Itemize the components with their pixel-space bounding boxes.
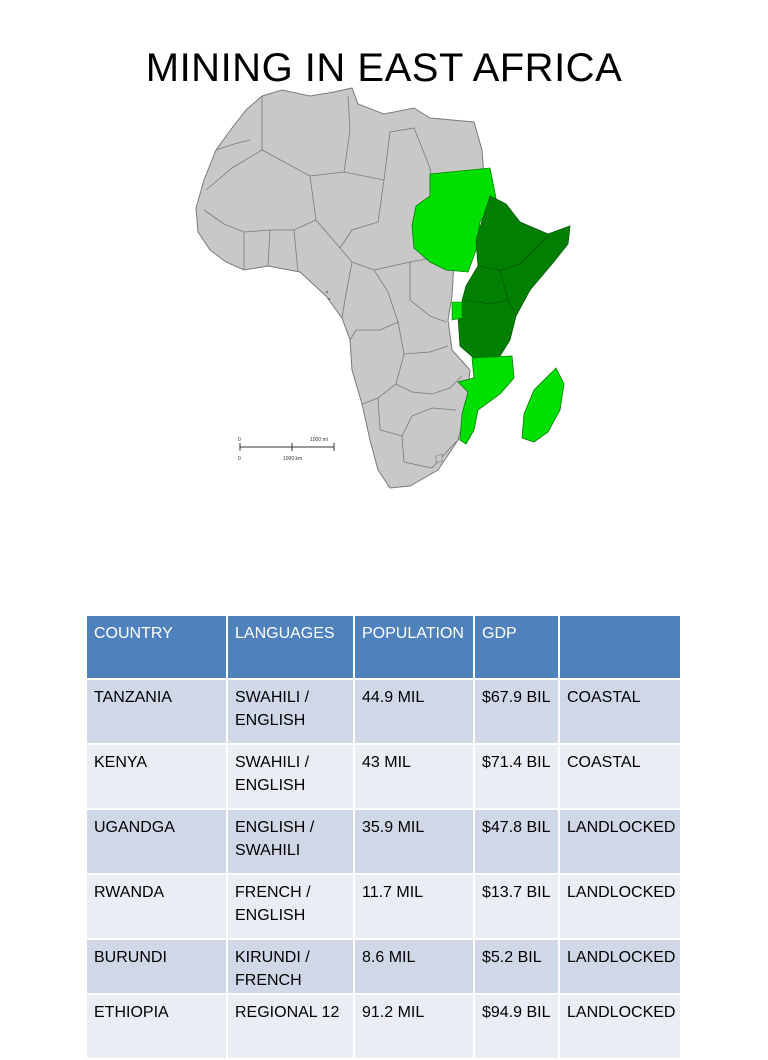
madagascar-region	[521, 367, 565, 443]
cell-access: LANDLOCKED	[559, 874, 680, 940]
cell-country: TANZANIA	[87, 679, 228, 745]
header-country: COUNTRY	[87, 616, 228, 680]
great-lakes-region	[451, 301, 463, 321]
cell-country: RWANDA	[87, 874, 228, 940]
scale-label-km: 1000 km	[283, 456, 302, 462]
island-marker	[327, 297, 331, 301]
cell-country: ETHIOPIA	[87, 994, 228, 1060]
mozambique-region	[457, 355, 515, 445]
island-marker	[325, 290, 329, 294]
cell-population: 8.6 MIL	[354, 939, 475, 995]
page-title: MINING IN EAST AFRICA	[145, 46, 623, 90]
horn-borders	[465, 235, 549, 317]
cell-gdp: $47.8 BIL	[474, 809, 560, 875]
table-row: RWANDA FRENCH / ENGLISH 11.7 MIL $13.7 B…	[87, 874, 680, 940]
africa-map: 0 0 1000 mi 1000 km	[195, 87, 571, 489]
cell-access: LANDLOCKED	[559, 994, 680, 1060]
cell-languages: KIRUNDI / FRENCH	[227, 939, 355, 995]
cell-gdp: $67.9 BIL	[474, 679, 560, 745]
header-population: POPULATION	[354, 616, 475, 680]
scale-bar: 0 0 1000 mi 1000 km	[238, 437, 335, 462]
cell-country: UGANDGA	[87, 809, 228, 875]
cell-gdp: $5.2 BIL	[474, 939, 560, 995]
header-gdp: GDP	[474, 616, 560, 680]
country-borders	[203, 95, 463, 469]
cell-country: KENYA	[87, 744, 228, 810]
africa-land	[195, 87, 485, 489]
scale-label-miles: 1000 mi	[310, 437, 328, 443]
table-header-row: COUNTRY LANGUAGES POPULATION GDP	[87, 616, 680, 680]
cell-population: 91.2 MIL	[354, 994, 475, 1060]
scale-zero-top: 0	[238, 437, 241, 443]
cell-access: LANDLOCKED	[559, 939, 680, 995]
header-access	[559, 616, 680, 680]
header-languages: LANGUAGES	[227, 616, 355, 680]
cell-languages: SWAHILI / ENGLISH	[227, 744, 355, 810]
island-marker	[435, 453, 443, 463]
cell-access: COASTAL	[559, 679, 680, 745]
table-row: TANZANIA SWAHILI / ENGLISH 44.9 MIL $67.…	[87, 679, 680, 745]
table-row: ETHIOPIA REGIONAL 12 91.2 MIL $94.9 BIL …	[87, 994, 680, 1060]
horn-region	[457, 195, 571, 361]
cell-population: 43 MIL	[354, 744, 475, 810]
cell-gdp: $71.4 BIL	[474, 744, 560, 810]
cell-population: 11.7 MIL	[354, 874, 475, 940]
cell-population: 44.9 MIL	[354, 679, 475, 745]
cell-languages: SWAHILI / ENGLISH	[227, 679, 355, 745]
cell-access: COASTAL	[559, 744, 680, 810]
cell-country: BURUNDI	[87, 939, 228, 995]
cell-languages: REGIONAL 12	[227, 994, 355, 1060]
cell-gdp: $94.9 BIL	[474, 994, 560, 1060]
table-row: UGANDGA ENGLISH / SWAHILI 35.9 MIL $47.8…	[87, 809, 680, 875]
country-table: COUNTRY LANGUAGES POPULATION GDP TANZANI…	[87, 616, 680, 1060]
cell-gdp: $13.7 BIL	[474, 874, 560, 940]
sudan-region	[411, 167, 497, 273]
table-row: BURUNDI KIRUNDI / FRENCH 8.6 MIL $5.2 BI…	[87, 939, 680, 995]
cell-access: LANDLOCKED	[559, 809, 680, 875]
scale-zero-bottom: 0	[238, 456, 241, 462]
table-row: KENYA SWAHILI / ENGLISH 43 MIL $71.4 BIL…	[87, 744, 680, 810]
cell-languages: FRENCH / ENGLISH	[227, 874, 355, 940]
cell-languages: ENGLISH / SWAHILI	[227, 809, 355, 875]
cell-population: 35.9 MIL	[354, 809, 475, 875]
